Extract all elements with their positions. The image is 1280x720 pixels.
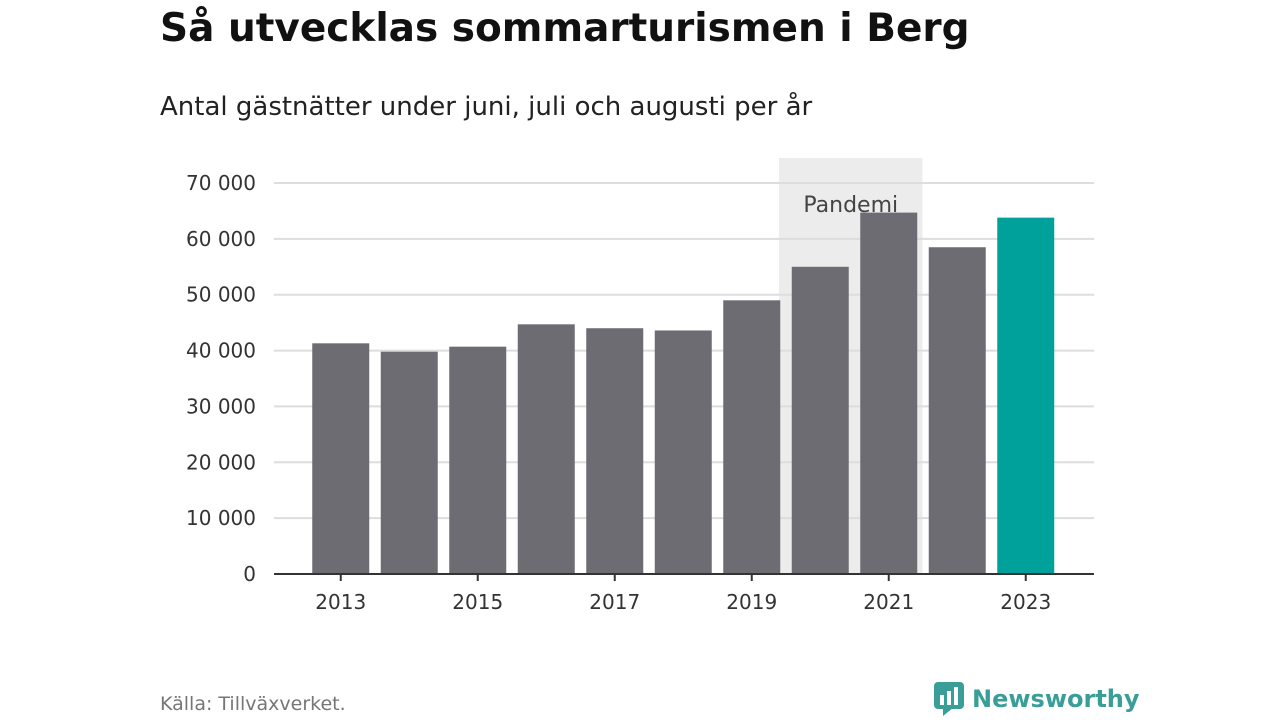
y-tick-label: 40 000 — [186, 339, 256, 363]
x-tick-label: 2019 — [726, 590, 777, 614]
x-tick-label: 2017 — [589, 590, 640, 614]
bar-chart: Pandemi 0 10 000 20 000 30 000 40 000 50 000 60… — [186, 158, 1094, 614]
brand-logo[interactable]: Newsworthy — [934, 682, 1140, 716]
y-tick-label: 0 — [243, 562, 256, 586]
y-tick-label: 50 000 — [186, 283, 256, 307]
x-tick-label: 2021 — [863, 590, 914, 614]
bar-layer — [312, 212, 1055, 575]
bar-2015 — [449, 346, 507, 574]
source-note: Källa: Tillväxverket. — [160, 693, 346, 715]
x-tick-label: 2013 — [315, 590, 366, 614]
bar-2019 — [723, 300, 781, 574]
x-tick-label: 2023 — [1000, 590, 1051, 614]
y-tick-label: 10 000 — [186, 506, 256, 530]
bar-2020 — [791, 266, 849, 574]
bar-2018 — [654, 330, 712, 574]
bar-2016 — [517, 324, 575, 574]
pandemic-label: Pandemi — [803, 193, 898, 218]
bar-2017 — [586, 328, 644, 574]
axis-layer — [274, 573, 1094, 581]
y-tick-label: 30 000 — [186, 394, 256, 418]
chart-title: Så utvecklas sommarturismen i Berg — [160, 6, 970, 51]
y-tick-label: 70 000 — [186, 171, 256, 195]
bar-2013 — [312, 343, 370, 574]
newsworthy-logo-icon — [934, 682, 964, 716]
y-tick-label: 20 000 — [186, 450, 256, 474]
bar-2014 — [380, 351, 438, 574]
y-tick-label: 60 000 — [186, 227, 256, 251]
bar-2023 — [997, 217, 1055, 575]
brand-name: Newsworthy — [972, 685, 1140, 713]
label-layer: Pandemi 0 10 000 20 000 30 000 40 000 50 000 60… — [186, 171, 1051, 614]
bar-2022 — [928, 247, 986, 574]
chart-subtitle: Antal gästnätter under juni, juli och au… — [160, 92, 813, 122]
x-tick-label: 2015 — [452, 590, 503, 614]
bar-2021 — [860, 212, 918, 574]
